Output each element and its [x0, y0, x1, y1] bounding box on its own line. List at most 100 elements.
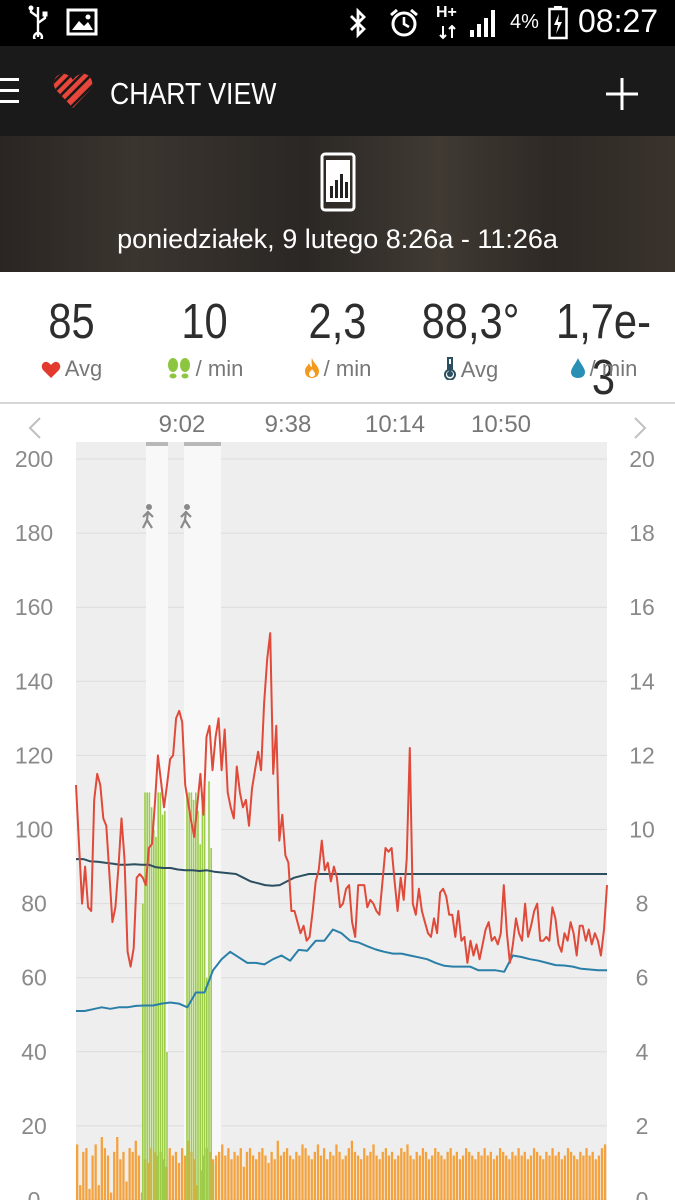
calorie-bar [446, 1151, 449, 1200]
calorie-bar [208, 1151, 212, 1200]
calorie-bar [273, 1159, 276, 1200]
battery-icon [548, 6, 568, 40]
calorie-bar [147, 1162, 150, 1200]
calorie-bar [400, 1148, 403, 1200]
steps-bar [166, 1051, 168, 1200]
calorie-bar [295, 1151, 298, 1200]
calorie-bar [461, 1155, 465, 1200]
calorie-bar [489, 1151, 492, 1200]
calorie-bar [375, 1155, 378, 1200]
calorie-bar [230, 1159, 233, 1200]
calorie-bar [85, 1148, 88, 1200]
y-left-tick: 140 [15, 668, 53, 694]
steps-bar [206, 977, 208, 1200]
calorie-bar [79, 1185, 82, 1200]
calorie-bar [495, 1155, 499, 1200]
calorie-bar [162, 1159, 165, 1200]
calorie-bar [131, 1151, 134, 1200]
calorie-bar [255, 1159, 258, 1200]
calorie-bar [603, 1144, 607, 1200]
calorie-bar [329, 1151, 332, 1200]
steps-bar [164, 810, 166, 1200]
calorie-bar [545, 1151, 548, 1200]
plus-icon[interactable] [600, 72, 644, 116]
stat-value: 2,3 [308, 295, 367, 349]
calorie-bar [480, 1155, 483, 1200]
chevron-left-icon[interactable] [28, 417, 41, 439]
calorie-bar [221, 1144, 224, 1200]
status-bar: H+ 4% 08:27 [0, 0, 675, 46]
calorie-bar [177, 1162, 181, 1200]
activity-chart[interactable]: 2001801601401201008060402002018161412108… [0, 404, 675, 1200]
phone-chart-icon [320, 152, 356, 212]
stats-panel: 85 Avg 10 / min 2,3 / min 88,3° Avg 1,7e… [0, 272, 675, 405]
calorie-bar [109, 1192, 113, 1200]
signal-icon [470, 10, 495, 37]
calorie-bar [122, 1151, 125, 1200]
calorie-bar [338, 1151, 341, 1200]
calorie-bar [242, 1166, 245, 1200]
steps-bar [201, 792, 204, 1200]
calorie-bar [412, 1159, 415, 1200]
calorie-bar [319, 1155, 323, 1200]
calorie-bar [452, 1155, 455, 1200]
calorie-bar [282, 1151, 286, 1200]
footsteps-icon [167, 358, 190, 379]
calorie-bar [424, 1151, 428, 1200]
x-tick: 9:02 [159, 411, 206, 438]
calorie-bar [526, 1159, 530, 1200]
calorie-bar [471, 1155, 474, 1200]
calorie-bar [301, 1144, 304, 1200]
calorie-bar [418, 1155, 421, 1200]
calorie-bar [582, 1155, 585, 1200]
calorie-bar [316, 1144, 320, 1200]
calorie-bar [233, 1151, 236, 1200]
menu-icon[interactable] [0, 78, 20, 106]
calorie-bar [180, 1148, 184, 1200]
steps-bar [142, 903, 144, 1200]
calorie-bar [168, 1148, 171, 1200]
calorie-bar [137, 1155, 141, 1200]
steps-bar [208, 781, 210, 1200]
calorie-bar [406, 1144, 409, 1200]
y-right-tick: 6 [636, 965, 649, 991]
calorie-bar [585, 1148, 588, 1200]
steps-bar [146, 792, 148, 1200]
skin-temperature-line [76, 928, 607, 1012]
calorie-bar [261, 1148, 264, 1200]
stat-value: 88,3° [421, 295, 520, 349]
image-icon [66, 8, 98, 36]
calorie-bar [341, 1159, 344, 1200]
bluetooth-icon [350, 7, 366, 39]
calorie-bar [390, 1151, 394, 1200]
calorie-bar [557, 1151, 560, 1200]
calorie-bar [415, 1151, 418, 1200]
calorie-bar [597, 1155, 601, 1200]
calorie-bar [505, 1155, 508, 1200]
calorie-bar [310, 1159, 313, 1200]
calorie-bar [140, 1192, 144, 1200]
steps-bar [192, 799, 195, 1200]
steps-bar [148, 792, 151, 1200]
calorie-bar [532, 1148, 536, 1200]
calorie-bar [588, 1155, 591, 1200]
stat-label: / min [589, 356, 638, 381]
calorie-bar [378, 1159, 381, 1200]
calorie-bar [387, 1155, 391, 1200]
calorie-bar [576, 1159, 579, 1200]
calorie-bar [483, 1148, 486, 1200]
y-right-tick: 12 [629, 742, 655, 768]
calorie-bar [591, 1151, 594, 1200]
chevron-right-icon[interactable] [634, 417, 647, 439]
y-right-tick: 18 [629, 520, 655, 546]
calorie-bar [403, 1151, 406, 1200]
calorie-bar [468, 1151, 471, 1200]
x-tick: 9:38 [265, 411, 312, 438]
y-left-tick: 0 [28, 1187, 41, 1200]
steps-bar [144, 792, 146, 1200]
steps-bar [153, 829, 155, 1200]
calorie-bar [427, 1159, 431, 1200]
steps-bar [212, 1162, 215, 1200]
calorie-bar [76, 1144, 79, 1200]
calorie-bar [193, 1159, 196, 1200]
